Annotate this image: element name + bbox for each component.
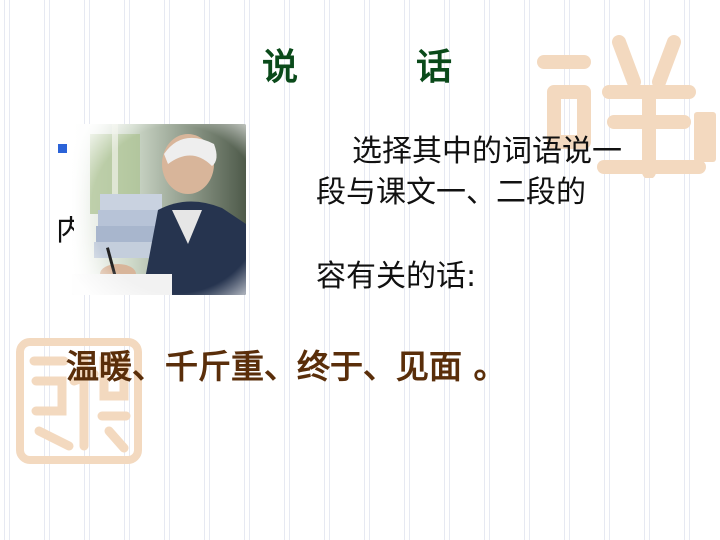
title-char-2: 话 [416, 47, 453, 88]
vocabulary-words: 温暖、千斤重、终于、见面 。 [66, 347, 507, 386]
elderly-man-writing-photo [72, 124, 246, 295]
instruction-line-3: 容有关的话: [316, 259, 477, 294]
calligraphy-seal-top-decoration [537, 35, 716, 178]
square-bullet-icon [58, 144, 67, 153]
instruction-line-3-start: 内 [56, 216, 74, 246]
instruction-line-2: 段与课文一、二段的 [316, 175, 586, 210]
calligraphy-seal-bottom-decoration [16, 338, 142, 464]
instruction-line-1: 选择其中的词语说一 [352, 134, 622, 169]
title-char-1: 说 [262, 47, 299, 88]
